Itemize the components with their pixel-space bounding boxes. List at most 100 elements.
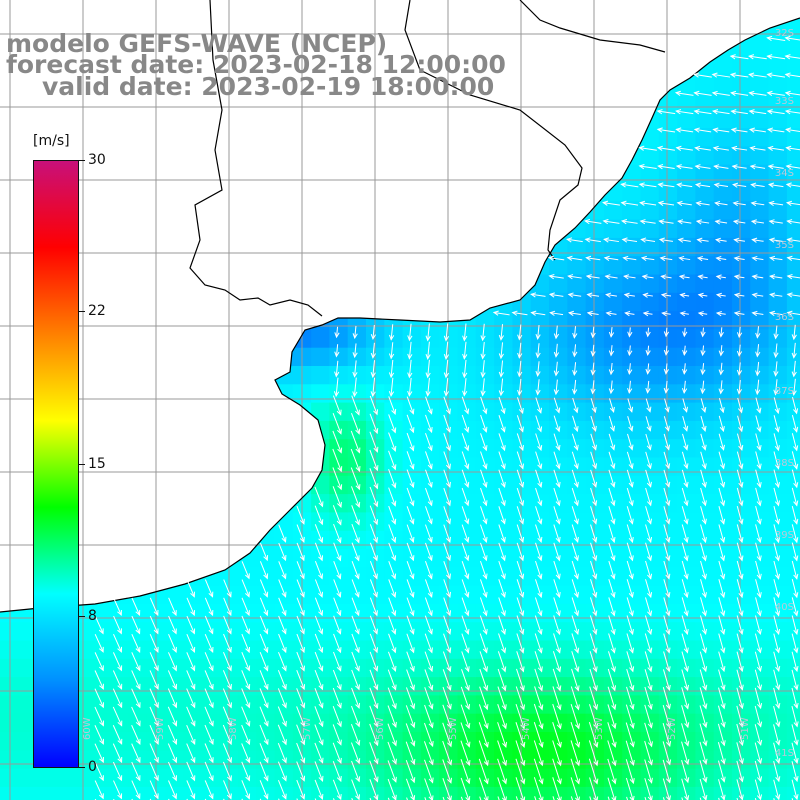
wind-arrow (515, 686, 525, 711)
field-cell (768, 256, 788, 275)
wind-arrow (791, 451, 799, 470)
wind-arrow (461, 615, 470, 635)
wind-arrow (498, 360, 504, 378)
field-cell (786, 18, 800, 38)
field-cell (384, 329, 404, 349)
wind-arrow (351, 651, 360, 672)
wind-arrow (94, 706, 104, 727)
field-cell (713, 237, 733, 257)
field-cell (18, 713, 38, 733)
wind-arrow (407, 323, 413, 342)
wind-arrow (754, 669, 763, 691)
field-cell (530, 384, 550, 404)
wind-arrow (681, 487, 689, 507)
wind-arrow (516, 668, 525, 692)
field-cell (311, 347, 330, 367)
wind-arrow (314, 706, 324, 728)
field-cell (695, 274, 715, 294)
wind-arrow (406, 414, 415, 434)
wind-arrow (658, 237, 673, 243)
wind-arrow (699, 687, 708, 710)
field-cell (677, 201, 696, 221)
field-cell (622, 274, 641, 294)
wind-arrow (332, 467, 343, 491)
wind-arrow (314, 615, 324, 635)
wind-arrow (736, 615, 744, 636)
wind-arrow (113, 634, 123, 653)
wind-arrow (296, 688, 306, 709)
wind-arrow (423, 741, 434, 766)
wind-arrow (751, 310, 764, 317)
wind-arrow (406, 469, 415, 489)
wind-arrow (786, 255, 800, 261)
field-cell (677, 786, 696, 800)
field-cell (622, 366, 641, 385)
wind-arrow (241, 670, 251, 691)
wind-arrow (767, 145, 785, 152)
wind-arrow (663, 363, 669, 375)
wind-arrow (736, 579, 744, 599)
field-cell (494, 622, 513, 641)
wind-arrow (589, 633, 598, 654)
wind-arrow (588, 721, 599, 749)
wind-arrow (387, 651, 397, 672)
field-cell (786, 658, 800, 678)
wind-arrow (186, 597, 196, 617)
wind-arrow (755, 524, 762, 544)
wind-arrow (784, 35, 800, 42)
wind-arrow (773, 761, 781, 783)
wind-arrow (497, 704, 507, 730)
wind-arrow (681, 451, 689, 470)
lat-label: 40S (774, 602, 794, 613)
field-cell (622, 201, 641, 221)
wind-arrow (642, 292, 653, 298)
wind-arrow (442, 759, 453, 784)
field-cell (640, 384, 660, 404)
field-cell (494, 658, 513, 678)
wind-arrow (773, 469, 780, 489)
wind-arrow (370, 342, 376, 359)
wind-arrow (626, 451, 634, 470)
field-cell (732, 329, 751, 349)
field-cell (457, 366, 477, 385)
wind-arrow (679, 311, 689, 317)
field-cell (750, 109, 770, 129)
wind-arrow (369, 687, 379, 710)
wind-arrow (480, 341, 486, 360)
wind-arrow (570, 686, 580, 711)
field-cell (18, 768, 38, 788)
wind-arrow (586, 310, 599, 317)
wind-arrow (718, 398, 725, 414)
wind-arrow (131, 706, 141, 727)
wind-arrow (750, 182, 765, 188)
wind-arrow (572, 379, 578, 395)
wind-arrow (608, 362, 615, 376)
wind-arrow (768, 237, 783, 243)
wind-arrow (478, 704, 489, 730)
field-cell (786, 439, 800, 458)
field-cell (36, 768, 56, 788)
wind-arrow (131, 652, 141, 672)
wind-arrow (334, 344, 340, 358)
wind-arrow (678, 255, 691, 262)
field-cell (640, 164, 660, 184)
wind-arrow (571, 487, 579, 507)
field-cell (274, 732, 294, 751)
wind-arrow (535, 451, 543, 470)
wind-arrow (662, 759, 672, 784)
colorbar (33, 160, 79, 768)
wind-arrow (733, 310, 745, 317)
field-cell (420, 768, 440, 788)
wind-arrow (681, 705, 690, 729)
wind-arrow (590, 487, 598, 507)
field-cell (567, 311, 587, 330)
wind-arrow (699, 615, 708, 636)
wind-arrow (572, 344, 578, 358)
wind-arrow (644, 686, 653, 710)
wind-arrow (644, 669, 653, 692)
field-cell (549, 292, 568, 312)
wind-arrow (259, 724, 269, 746)
wind-arrow (369, 579, 378, 598)
field-cell (311, 677, 330, 696)
wind-arrow (620, 182, 639, 188)
